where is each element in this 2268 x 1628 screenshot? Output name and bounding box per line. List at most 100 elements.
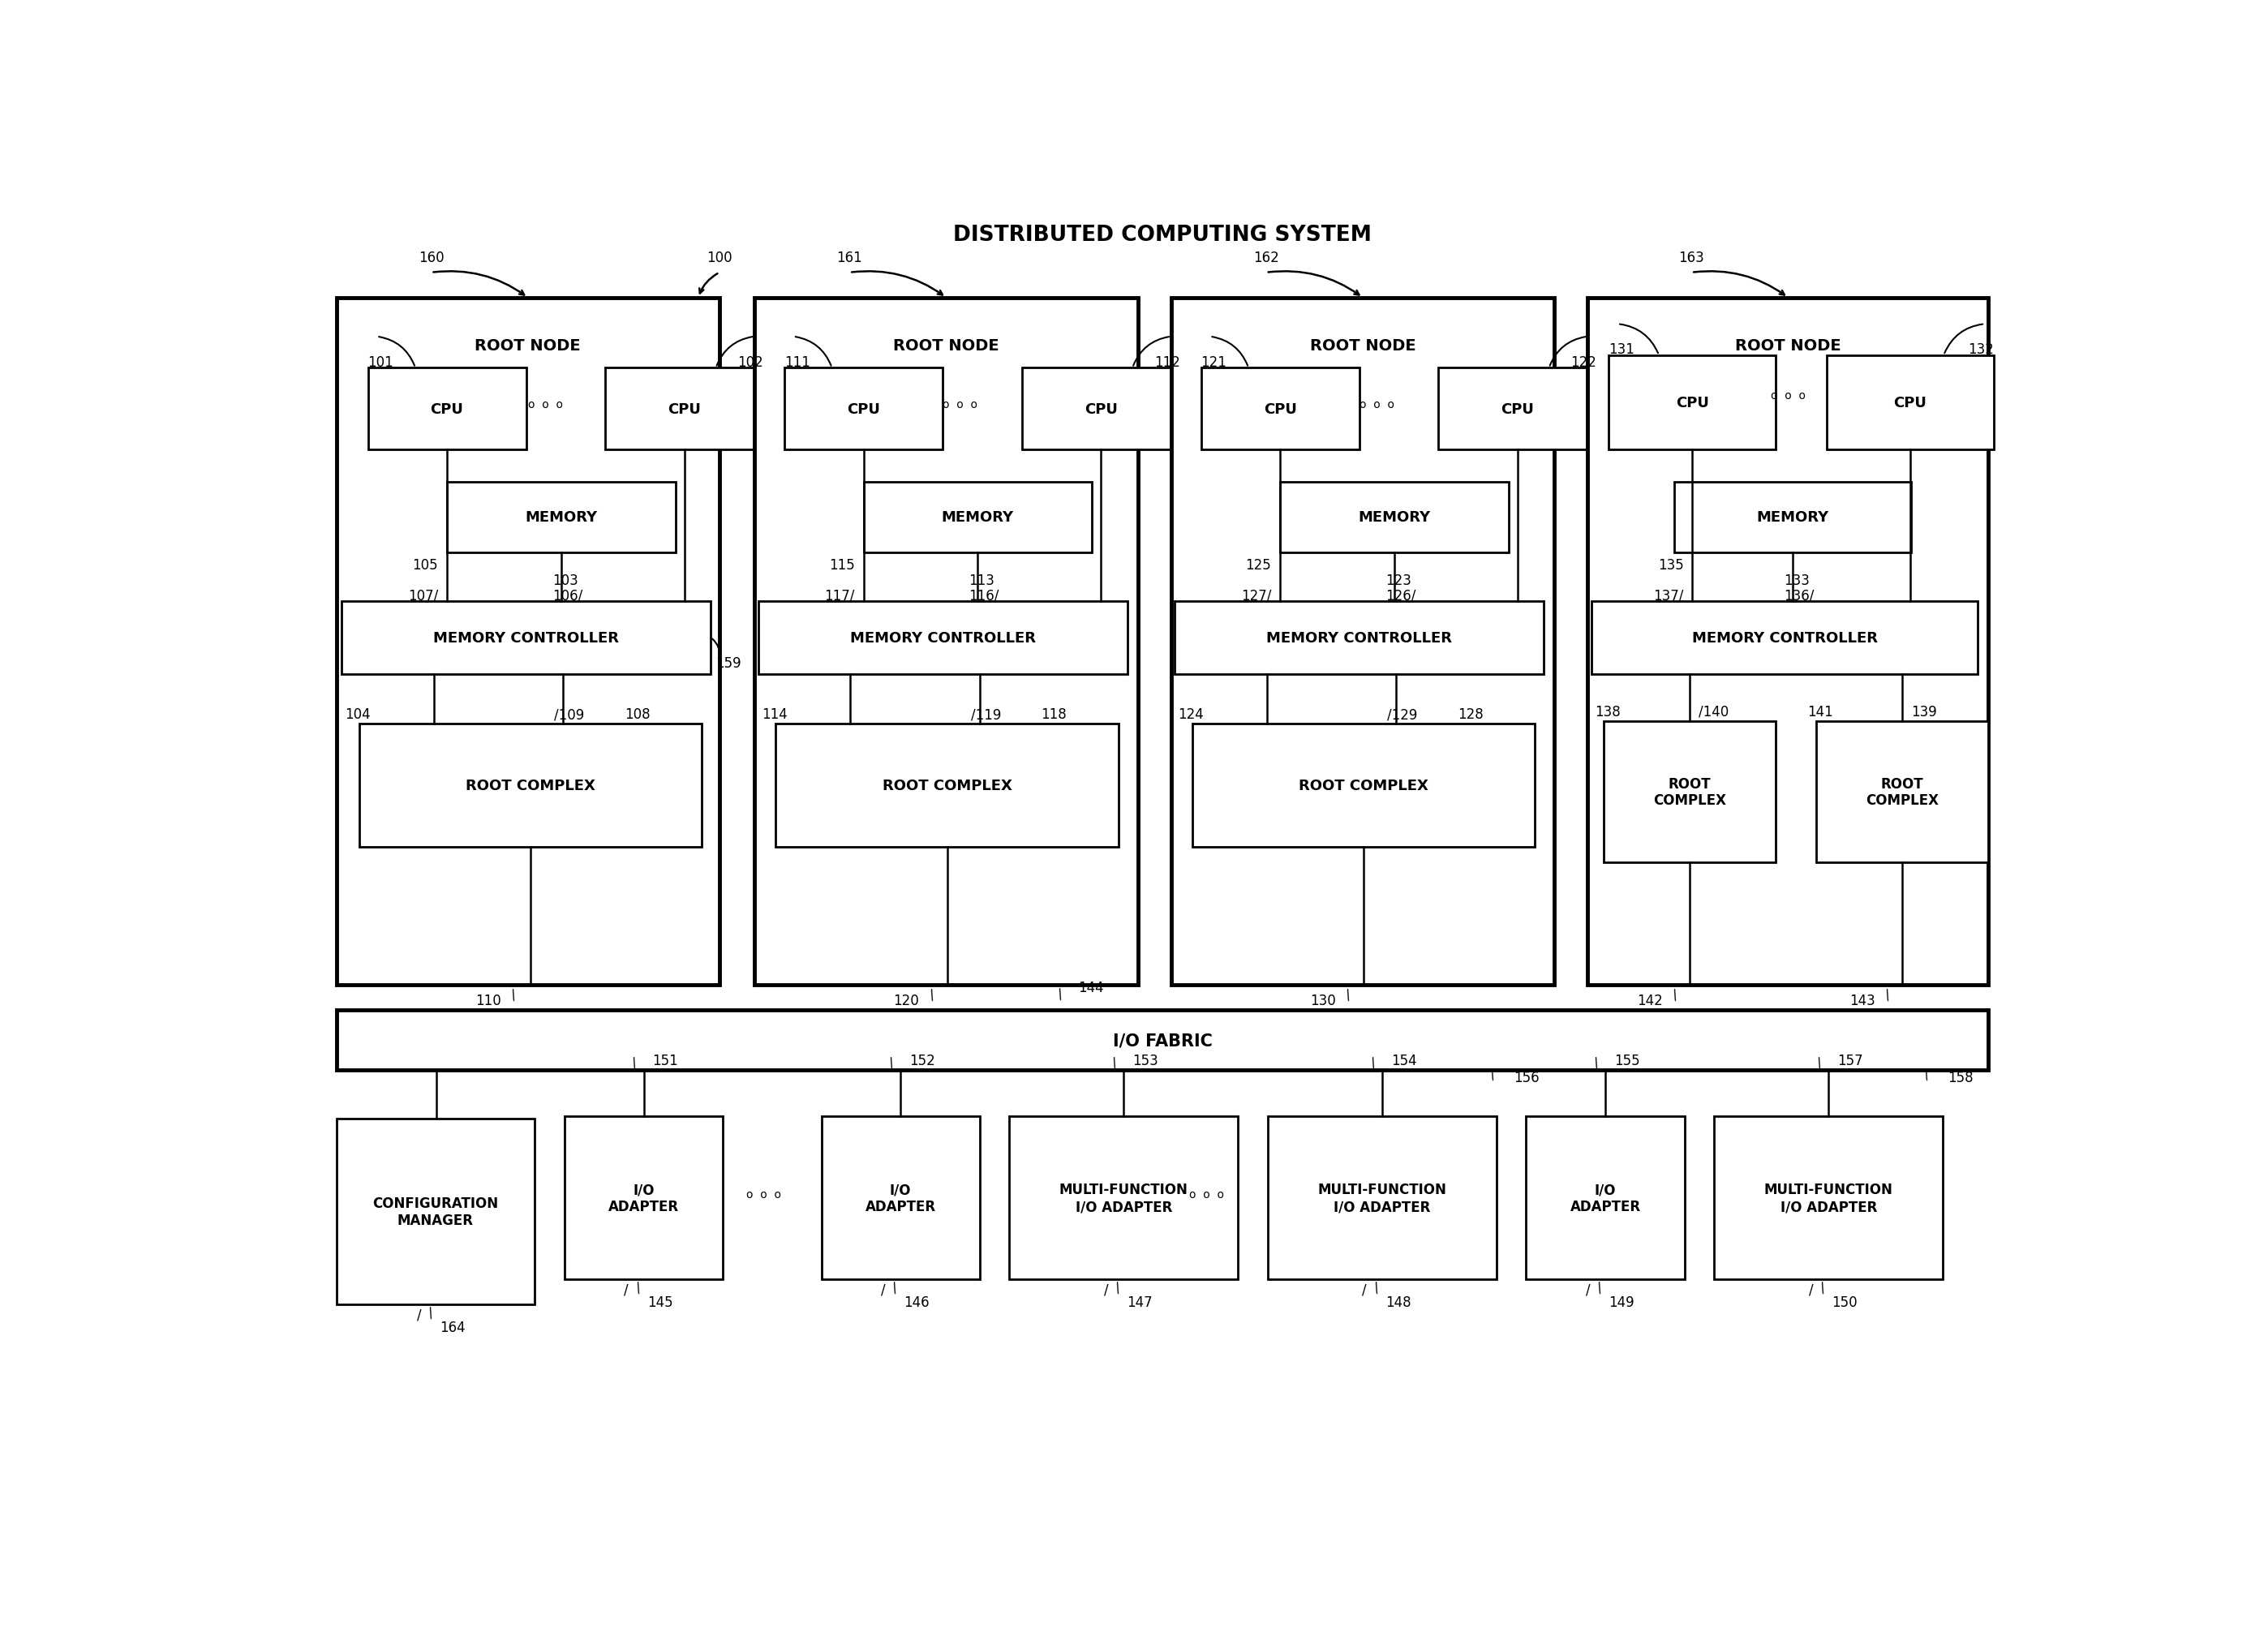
- Text: /: /: [891, 1280, 900, 1294]
- Text: /: /: [1594, 1280, 1606, 1294]
- Text: I/O FABRIC: I/O FABRIC: [1114, 1032, 1211, 1048]
- Text: /: /: [1345, 988, 1354, 1003]
- Text: 133: 133: [1783, 573, 1810, 588]
- Bar: [367, 368, 526, 449]
- Text: 102: 102: [737, 355, 764, 370]
- Text: MULTI-FUNCTION
I/O ADAPTER: MULTI-FUNCTION I/O ADAPTER: [1059, 1182, 1188, 1214]
- Text: /109: /109: [553, 707, 585, 721]
- Text: /129: /129: [1388, 707, 1418, 721]
- Text: 152: 152: [909, 1053, 934, 1068]
- Bar: [1175, 601, 1545, 674]
- Text: CPU: CPU: [1501, 402, 1533, 417]
- Text: 150: 150: [1833, 1294, 1857, 1309]
- Text: 116/: 116/: [968, 588, 1000, 602]
- Text: 130: 130: [1311, 993, 1336, 1008]
- Text: /: /: [880, 1283, 885, 1298]
- Text: 123: 123: [1386, 573, 1411, 588]
- Text: MEMORY: MEMORY: [941, 510, 1014, 524]
- Text: 104: 104: [345, 707, 370, 721]
- Text: 164: 164: [440, 1320, 465, 1335]
- Text: I/O
ADAPTER: I/O ADAPTER: [864, 1182, 937, 1214]
- Text: /: /: [1114, 1280, 1123, 1294]
- Text: 163: 163: [1678, 251, 1703, 265]
- Text: 137/: 137/: [1653, 588, 1683, 602]
- Text: /: /: [1819, 1280, 1828, 1294]
- Bar: [1674, 482, 1912, 552]
- Text: 156: 156: [1515, 1071, 1540, 1086]
- Bar: [758, 601, 1127, 674]
- Text: 106/: 106/: [553, 588, 583, 602]
- Text: MEMORY: MEMORY: [1359, 510, 1431, 524]
- Text: CPU: CPU: [1676, 396, 1708, 410]
- Text: I/O
ADAPTER: I/O ADAPTER: [608, 1182, 678, 1214]
- Text: I/O
ADAPTER: I/O ADAPTER: [1569, 1182, 1640, 1214]
- Bar: [342, 601, 710, 674]
- Text: 159: 159: [717, 656, 742, 671]
- Bar: [1526, 1117, 1685, 1280]
- Text: /: /: [508, 988, 519, 1003]
- Text: MEMORY: MEMORY: [526, 510, 596, 524]
- Text: 161: 161: [837, 251, 862, 265]
- Text: MULTI-FUNCTION
I/O ADAPTER: MULTI-FUNCTION I/O ADAPTER: [1765, 1182, 1894, 1214]
- Text: /119: /119: [971, 707, 1000, 721]
- Text: CPU: CPU: [846, 402, 880, 417]
- Text: 160: 160: [417, 251, 445, 265]
- Text: /: /: [631, 1055, 640, 1071]
- Text: /: /: [1363, 1283, 1368, 1298]
- Bar: [565, 1117, 723, 1280]
- Text: 110: 110: [474, 993, 501, 1008]
- Text: /: /: [1923, 1066, 1932, 1081]
- Text: 121: 121: [1202, 355, 1227, 370]
- Bar: [785, 368, 943, 449]
- Text: CONFIGURATION
MANAGER: CONFIGURATION MANAGER: [372, 1197, 499, 1228]
- Text: 153: 153: [1132, 1053, 1159, 1068]
- Text: ROOT
COMPLEX: ROOT COMPLEX: [1867, 777, 1939, 807]
- Text: MEMORY: MEMORY: [1755, 510, 1828, 524]
- Text: o  o  o: o o o: [528, 399, 562, 410]
- Bar: [1279, 482, 1508, 552]
- Text: MULTI-FUNCTION
I/O ADAPTER: MULTI-FUNCTION I/O ADAPTER: [1318, 1182, 1447, 1214]
- Text: 139: 139: [1912, 705, 1937, 720]
- Bar: [1603, 721, 1776, 863]
- Bar: [606, 368, 764, 449]
- Text: 108: 108: [624, 707, 651, 721]
- Text: /140: /140: [1699, 705, 1728, 720]
- Text: ROOT NODE: ROOT NODE: [894, 339, 1000, 353]
- Text: 147: 147: [1127, 1294, 1152, 1309]
- Text: 143: 143: [1851, 993, 1876, 1008]
- Text: ROOT NODE: ROOT NODE: [474, 339, 581, 353]
- Text: /: /: [928, 988, 937, 1003]
- Bar: [1438, 368, 1597, 449]
- Text: /: /: [417, 1307, 422, 1322]
- Text: /: /: [1111, 1055, 1120, 1071]
- Text: 100: 100: [708, 251, 733, 265]
- Text: 131: 131: [1608, 342, 1635, 357]
- Text: 144: 144: [1077, 980, 1105, 995]
- Bar: [1193, 724, 1535, 847]
- Text: ROOT
COMPLEX: ROOT COMPLEX: [1653, 777, 1726, 807]
- Text: o  o  o: o o o: [1359, 399, 1395, 410]
- Text: 114: 114: [762, 707, 787, 721]
- Text: ROOT NODE: ROOT NODE: [1735, 339, 1842, 353]
- Bar: [1021, 368, 1179, 449]
- Text: /: /: [1488, 1066, 1497, 1081]
- Text: 111: 111: [785, 355, 810, 370]
- Text: /: /: [887, 1055, 896, 1071]
- Text: 154: 154: [1390, 1053, 1418, 1068]
- Text: 148: 148: [1386, 1294, 1411, 1309]
- Text: /: /: [1368, 1055, 1379, 1071]
- Text: 146: 146: [905, 1294, 930, 1309]
- Text: /: /: [635, 1280, 644, 1294]
- Text: o  o  o: o o o: [1188, 1188, 1225, 1200]
- Bar: [1826, 357, 1994, 449]
- Text: /: /: [1814, 1055, 1823, 1071]
- Text: 151: 151: [653, 1053, 678, 1068]
- Text: 101: 101: [367, 355, 395, 370]
- Text: DISTRIBUTED COMPUTING SYSTEM: DISTRIBUTED COMPUTING SYSTEM: [953, 225, 1372, 246]
- Text: ROOT COMPLEX: ROOT COMPLEX: [1300, 778, 1429, 793]
- Text: 128: 128: [1458, 707, 1483, 721]
- Text: /: /: [1372, 1280, 1381, 1294]
- Text: /: /: [1808, 1283, 1812, 1298]
- Text: /: /: [1672, 988, 1681, 1003]
- Text: /: /: [1057, 987, 1066, 1001]
